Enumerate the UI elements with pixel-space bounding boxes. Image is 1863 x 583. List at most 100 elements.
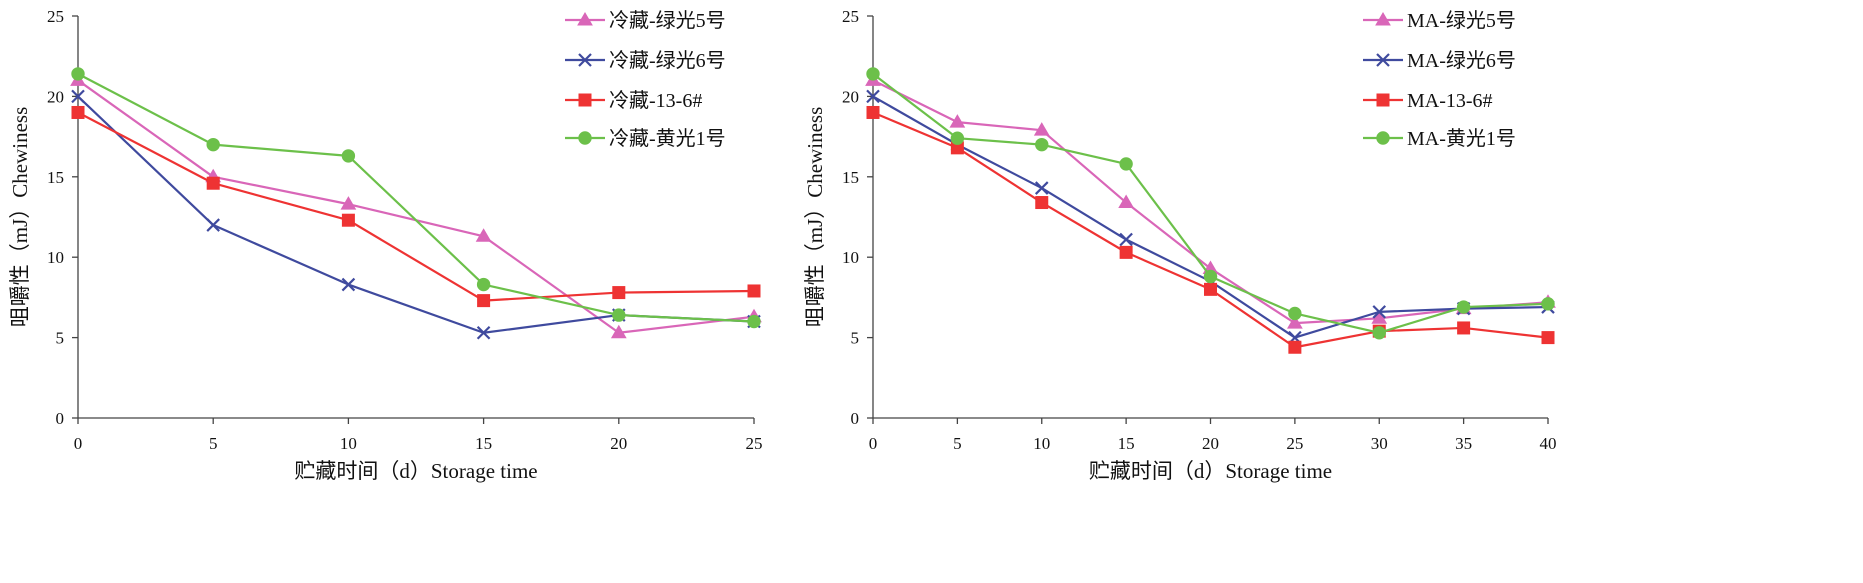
chart1-y-tick-label: 10 [47,248,64,267]
chart2-x-tick-label: 25 [1286,434,1303,453]
chart1-series-2-point-stroke [206,218,220,232]
chart1-series-4-point [612,308,626,322]
chart1-y-tick-label: 15 [47,168,64,187]
chart1-legend-marker [578,93,592,107]
chart1-x-tick-label: 20 [610,434,627,453]
chart2-series-1-point [1118,194,1134,209]
chart1-series-3-point [71,105,85,119]
chart1-y-tick-label: 25 [47,7,64,26]
chart1-series-2-point [476,325,491,340]
chart2-series-2-point-stroke [1119,232,1133,247]
chart2-y-axis-title: 咀嚼性（mJ）Chewiness [803,107,827,328]
chart1-x-axis-title: 贮藏时间（d）Storage time [294,459,537,483]
chart2-x-tick-label: 15 [1118,434,1135,453]
chart2-series-4-point [1119,157,1133,171]
chart1-series-3-line [77,111,755,302]
chart2-series-3-point [1457,321,1471,335]
chart2-series-3-point [1119,245,1133,259]
chart2-y-tick-label: 20 [842,87,859,106]
chart2-legend-item: MA-黄光1号 [1363,127,1516,150]
chart2-series-1-point [1033,122,1050,136]
chart1-legend-item: 冷藏-绿光6号 [565,49,726,72]
chart2-x-tick-label: 5 [953,434,962,453]
chart2-series-4 [866,67,1555,340]
chart2-series-2-point-stroke [1034,181,1049,195]
chart2-series-4-point [1456,300,1471,314]
chart1-series-3-point [612,286,626,300]
chart2-series-4-point [950,131,965,145]
chart1-y-tick-label: 0 [56,409,65,428]
chart1-series-4-point [341,149,356,163]
chart2-legend-label: MA-13-6# [1407,90,1493,112]
chart1-x-tick-label: 0 [74,434,83,453]
chart2-series-4-point [1203,269,1218,284]
chart2-series-2-point [866,89,880,104]
chart1-series-2-point-stroke [341,277,356,292]
chart1-legend-marker-stroke [578,53,592,67]
chart1-legend-label: 冷藏-绿光5号 [609,9,726,32]
chart2-legend-item: MA-绿光6号 [1363,49,1516,72]
chart2-series-2-point [1119,232,1133,247]
chart1-legend-item: 冷藏-13-6# [565,89,702,112]
chart2-series-4-point [1372,326,1386,340]
chart1-series-4-point [71,67,85,81]
chart1-series-3-point [477,294,491,308]
chart2-legend-marker-stroke [1376,53,1390,67]
chart2-y-tick-label: 5 [851,329,860,348]
chart1-series-2-point [341,277,356,292]
chart2-x-tick-label: 30 [1371,434,1388,453]
chart2-legend-marker [1375,12,1391,26]
chart1-series-3-point [206,176,220,190]
chart2-legend-label: MA-黄光1号 [1407,127,1516,150]
chart1-legend-marker [578,131,592,145]
chart1-y-tick-label: 20 [47,87,64,106]
chart2-y-tick-label: 15 [842,168,859,187]
chart2-series-2-point [1034,181,1049,195]
chart2-x-axis-title: 贮藏时间（d）Storage time [1089,459,1332,483]
chart1-series-1-point [475,228,492,242]
chart1-series-1-point [340,196,357,210]
chart1: 0 5 10 15 20 25 0 5 10 15 20 25 贮藏时间（d）Storage time 咀… [8,7,763,483]
chart1-series-2-point-stroke [476,325,491,340]
chart1-legend-marker [577,12,593,26]
chart2-legend-label: MA-绿光5号 [1407,9,1516,32]
chart1-series-1-point [610,324,627,339]
chart1-x-tick-label: 5 [209,434,218,453]
chart2-series-1-point [1287,315,1303,329]
chart2-x-tick-label: 0 [869,434,878,453]
chart1-series-4-point [747,314,761,329]
chart1-legend-label: 冷藏-黄光1号 [609,127,726,150]
chart2-series-4-point [1288,306,1302,321]
chart1-series-1 [70,72,762,339]
chart1-series-3-point [341,213,355,227]
chart2-legend-marker [1376,93,1390,107]
chart2-series-3-point [1541,331,1555,345]
chart1-series-4-point [206,137,220,152]
chart1-series-3-point [747,284,761,298]
chart2-series-3-point [1288,340,1302,354]
chart2: 0 5 10 15 20 25 0 5 10 15 20 25 30 35 40 贮藏时间（d）Storage… [803,7,1557,483]
chart1-legend-label: 冷藏-绿光6号 [609,49,726,72]
chart1-legend-item: 冷藏-黄光1号 [565,127,726,150]
chart1-series-3 [71,105,761,308]
chart2-x-tick-label: 35 [1455,434,1472,453]
chart2-series-2-point-stroke [866,89,880,104]
chart1-x-tick-label: 25 [746,434,763,453]
chart2-x-tick-label: 40 [1540,434,1557,453]
chart2-series-3 [866,105,1555,354]
chart2-legend: MA-绿光5号 MA-绿光6号 MA-13-6# MA-黄光1号 [1363,9,1516,150]
chart2-legend-label: MA-绿光6号 [1407,49,1516,72]
chart2-series-4-point [866,67,880,81]
chart1-legend-item: 冷藏-绿光5号 [565,9,726,32]
chart1-x-tick-label: 10 [340,434,357,453]
chart2-series-3-point [866,105,880,119]
chart1-legend-label: 冷藏-13-6# [609,89,702,112]
chart2-y-tick-label: 25 [842,7,859,26]
chart2-series-4-point [1035,137,1049,152]
chart1-y-tick-label: 5 [56,329,65,348]
chart1-y-axis-title: 咀嚼性（mJ）Chewiness [8,107,32,328]
chart1-x-tick-label: 15 [475,434,492,453]
chart2-series-1-point [1371,310,1388,324]
